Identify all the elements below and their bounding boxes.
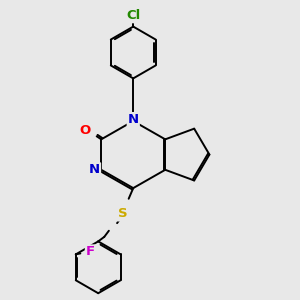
Text: N: N bbox=[89, 163, 100, 176]
Text: F: F bbox=[86, 245, 95, 258]
Text: N: N bbox=[128, 113, 139, 126]
Text: O: O bbox=[80, 124, 91, 137]
Text: S: S bbox=[118, 208, 128, 220]
Text: Cl: Cl bbox=[126, 8, 140, 22]
